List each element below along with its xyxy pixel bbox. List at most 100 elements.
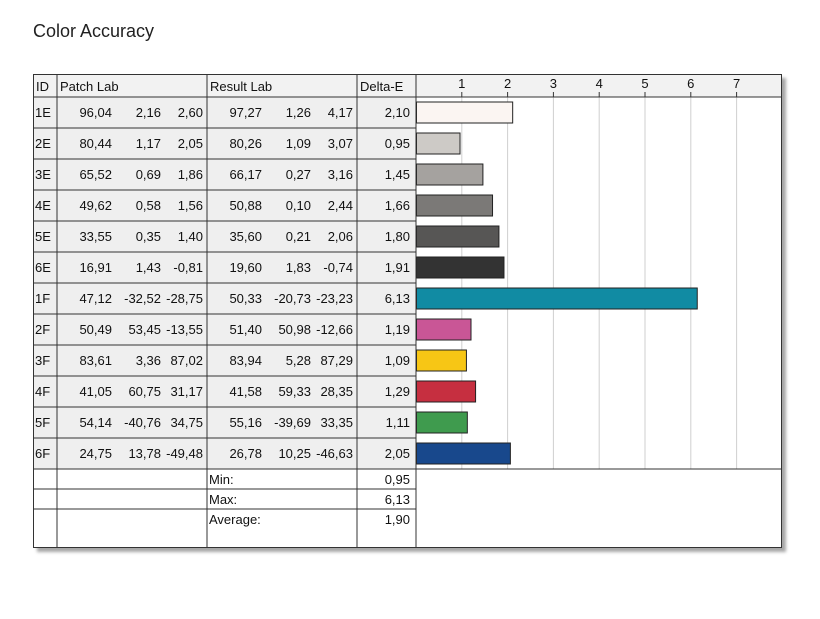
- result-lab-value: -46,63: [316, 446, 353, 461]
- patch-lab-value: 41,05: [79, 384, 112, 399]
- patch-lab-value: 1,56: [178, 198, 203, 213]
- delta-e-bar: [416, 318, 472, 341]
- patch-lab-value: -32,52: [124, 291, 161, 306]
- patch-lab-value: -13,55: [166, 322, 203, 337]
- patch-lab-value: 0,35: [136, 229, 161, 244]
- axis-tick-label: 7: [733, 76, 740, 91]
- result-lab-value: 55,16: [229, 415, 262, 430]
- axis-tick-label: 1: [458, 76, 465, 91]
- delta-e-value: 2,05: [385, 446, 410, 461]
- delta-e-bar: [416, 287, 698, 310]
- delta-e-value: 1,45: [385, 167, 410, 182]
- result-lab-value: 59,33: [278, 384, 311, 399]
- patch-lab-value: 60,75: [128, 384, 161, 399]
- result-lab-value: 1,83: [286, 260, 311, 275]
- summary-label: Average:: [209, 512, 261, 527]
- summary-value: 0,95: [385, 472, 410, 487]
- result-lab-value: 80,26: [229, 136, 262, 151]
- axis-tick-label: 5: [641, 76, 648, 91]
- result-lab-value: -23,23: [316, 291, 353, 306]
- result-lab-value: 3,16: [328, 167, 353, 182]
- color-accuracy-report: 1 2 3 4 5 6 7 ID Patch Lab Result Lab Delta-E 1E 96,…: [33, 74, 782, 548]
- color-accuracy-table-chart: 1 2 3 4 5 6 7 ID Patch Lab Result Lab Delta-E 1E 96,…: [33, 74, 782, 548]
- result-lab-value: 0,21: [286, 229, 311, 244]
- result-lab-value: 0,10: [286, 198, 311, 213]
- table-row-background: [33, 438, 416, 469]
- axis-tick-label: 6: [687, 76, 694, 91]
- delta-e-bar: [416, 349, 467, 372]
- result-lab-value: 3,07: [328, 136, 353, 151]
- patch-lab-value: 96,04: [79, 105, 112, 120]
- header-delta-e: Delta-E: [360, 79, 404, 94]
- header-id: ID: [36, 79, 49, 94]
- row-id: 1F: [35, 291, 50, 306]
- delta-e-value: 2,10: [385, 105, 410, 120]
- report-border: [33, 74, 782, 548]
- delta-e-bar: [416, 132, 461, 155]
- result-lab-value: 0,27: [286, 167, 311, 182]
- summary-label: Min:: [209, 472, 234, 487]
- delta-e-value: 1,80: [385, 229, 410, 244]
- patch-lab-value: 0,69: [136, 167, 161, 182]
- result-lab-value: 35,60: [229, 229, 262, 244]
- result-lab-value: 33,35: [320, 415, 353, 430]
- result-lab-value: 5,28: [286, 353, 311, 368]
- patch-lab-value: 33,55: [79, 229, 112, 244]
- row-id: 2E: [35, 136, 51, 151]
- patch-lab-value: 1,86: [178, 167, 203, 182]
- row-id: 2F: [35, 322, 50, 337]
- result-lab-value: -20,73: [274, 291, 311, 306]
- result-lab-value: 1,26: [286, 105, 311, 120]
- delta-e-value: 1,29: [385, 384, 410, 399]
- delta-e-bar: [416, 256, 505, 279]
- patch-lab-value: -0,81: [173, 260, 203, 275]
- result-lab-value: 1,09: [286, 136, 311, 151]
- patch-lab-value: 80,44: [79, 136, 112, 151]
- header-result-lab: Result Lab: [210, 79, 272, 94]
- row-id: 5F: [35, 415, 50, 430]
- patch-lab-value: 24,75: [79, 446, 112, 461]
- page-title: Color Accuracy: [33, 21, 155, 41]
- table-row-background: [33, 252, 416, 283]
- summary-label: Max:: [209, 492, 237, 507]
- table-row-background: [33, 376, 416, 407]
- patch-lab-value: 31,17: [170, 384, 203, 399]
- patch-lab-value: 1,40: [178, 229, 203, 244]
- axis-tick-label: 4: [596, 76, 603, 91]
- result-lab-value: 2,44: [328, 198, 353, 213]
- result-lab-value: 83,94: [229, 353, 262, 368]
- delta-e-bar: [416, 101, 514, 124]
- patch-lab-value: 2,16: [136, 105, 161, 120]
- delta-e-bar: [416, 380, 477, 403]
- header-background: [33, 74, 782, 97]
- delta-e-bar: [416, 163, 484, 186]
- result-lab-value: 50,33: [229, 291, 262, 306]
- result-lab-value: 2,06: [328, 229, 353, 244]
- delta-e-bar: [416, 225, 500, 248]
- table-row-background: [33, 190, 416, 221]
- table-row-background: [33, 128, 416, 159]
- patch-lab-value: -49,48: [166, 446, 203, 461]
- delta-e-value: 1,09: [385, 353, 410, 368]
- patch-lab-value: 87,02: [170, 353, 203, 368]
- header-patch-lab: Patch Lab: [60, 79, 119, 94]
- result-lab-value: 10,25: [278, 446, 311, 461]
- patch-lab-value: 1,17: [136, 136, 161, 151]
- result-lab-value: 28,35: [320, 384, 353, 399]
- result-lab-value: -12,66: [316, 322, 353, 337]
- delta-e-value: 0,95: [385, 136, 410, 151]
- delta-e-bar: [416, 411, 468, 434]
- patch-lab-value: 65,52: [79, 167, 112, 182]
- result-lab-value: 87,29: [320, 353, 353, 368]
- delta-e-bar: [416, 442, 511, 465]
- table-row-background: [33, 314, 416, 345]
- table-row-background: [33, 345, 416, 376]
- patch-lab-value: 53,45: [128, 322, 161, 337]
- patch-lab-value: 0,58: [136, 198, 161, 213]
- patch-lab-value: 54,14: [79, 415, 112, 430]
- axis-tick-label: 3: [550, 76, 557, 91]
- row-id: 3F: [35, 353, 50, 368]
- patch-lab-value: 2,60: [178, 105, 203, 120]
- row-id: 4E: [35, 198, 51, 213]
- result-lab-value: -39,69: [274, 415, 311, 430]
